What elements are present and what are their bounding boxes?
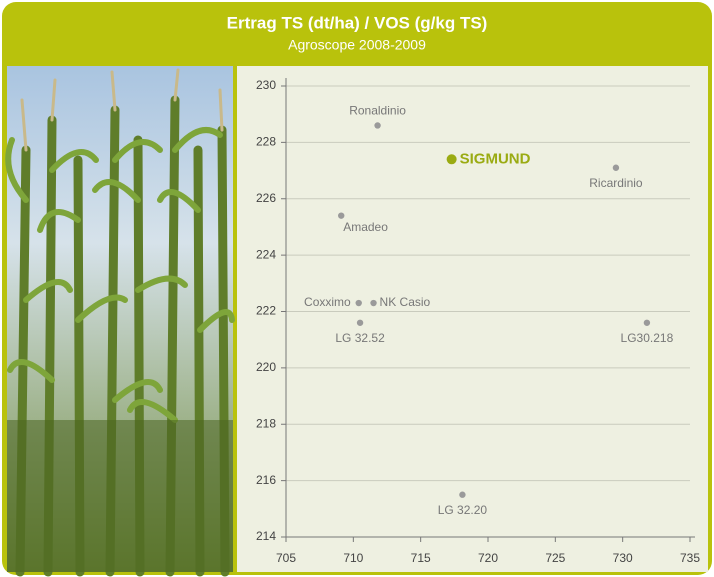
x-tick-label: 730	[613, 551, 633, 565]
point-label: Ronaldinio	[349, 104, 406, 118]
y-tick-label: 218	[256, 416, 276, 430]
x-tick-label: 725	[545, 551, 565, 565]
point-label: SIGMUND	[460, 150, 531, 167]
y-tick-label: 216	[256, 473, 276, 487]
point	[356, 319, 364, 326]
point-label: Ricardinio	[589, 176, 643, 190]
point	[355, 299, 362, 307]
y-tick-label: 230	[256, 78, 276, 92]
y-tick-label: 224	[256, 247, 276, 261]
point	[370, 299, 377, 307]
point	[374, 122, 381, 129]
plot-panel	[237, 66, 708, 572]
chart-subtitle: Agroscope 2008-2009	[288, 37, 426, 53]
point	[612, 164, 620, 171]
y-tick-label: 214	[256, 529, 276, 543]
x-tick-label: 710	[343, 551, 363, 565]
point-label: Coxximo	[304, 295, 351, 309]
y-tick-label: 226	[256, 191, 276, 205]
point	[446, 154, 457, 165]
point	[338, 212, 345, 219]
x-tick-label: 735	[680, 551, 700, 565]
corn-photo	[5, 68, 235, 577]
x-tick-label: 705	[276, 551, 296, 565]
point-label: LG 32.52	[335, 331, 385, 345]
point	[643, 319, 651, 326]
point	[459, 491, 466, 498]
y-tick-label: 228	[256, 135, 276, 149]
y-tick-label: 220	[256, 360, 276, 374]
point-label: NK Casio	[380, 295, 431, 309]
x-tick-label: 720	[478, 551, 498, 565]
chart-title: Ertrag TS (dt/ha) / VOS (g/kg TS)	[227, 13, 488, 32]
point-label: LG30.218	[621, 331, 674, 345]
point-label: Amadeo	[343, 220, 388, 234]
point-label: LG 32.20	[438, 503, 488, 517]
x-tick-label: 715	[411, 551, 431, 565]
y-tick-label: 222	[256, 304, 276, 318]
